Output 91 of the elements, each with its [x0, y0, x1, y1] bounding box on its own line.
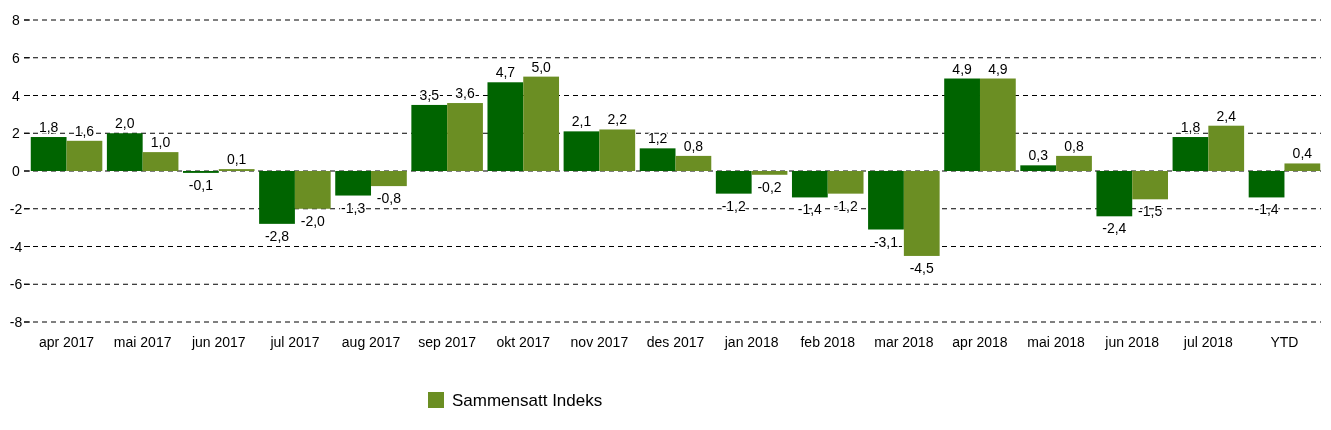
- bar: [751, 171, 788, 175]
- x-tick-label: jul 2018: [1182, 334, 1234, 350]
- x-tick-label: okt 2017: [496, 334, 551, 350]
- y-tick-label: 2: [12, 125, 21, 142]
- data-label: 0,8: [1064, 137, 1084, 154]
- bar: [903, 171, 940, 256]
- data-label: -4,5: [909, 259, 935, 276]
- data-label: 1,6: [74, 122, 95, 139]
- data-label: 1,0: [150, 134, 171, 151]
- x-tick-label: des 2017: [646, 334, 705, 350]
- data-label: 4,9: [988, 60, 1008, 77]
- data-label: 3,6: [455, 85, 475, 102]
- bar: [827, 171, 864, 194]
- data-label: 2,0: [115, 115, 135, 132]
- x-tick-label: aug 2017: [341, 334, 401, 350]
- data-label: 4,7: [495, 64, 516, 81]
- x-tick-label: mai 2017: [113, 334, 172, 350]
- bar: [294, 171, 331, 209]
- data-label: -1,3: [341, 199, 366, 216]
- y-tick-label: 8: [12, 12, 21, 28]
- bar: [411, 104, 448, 171]
- data-label: 0,1: [226, 151, 247, 168]
- y-tick-label: -8: [9, 314, 23, 330]
- bar: [487, 82, 524, 171]
- bar: [1172, 137, 1209, 171]
- bar: [868, 171, 904, 230]
- x-tick-label: feb 2018: [800, 334, 856, 350]
- bar: [335, 171, 372, 196]
- bar: [944, 78, 980, 171]
- bar: [447, 103, 483, 171]
- data-label: -1,2: [721, 197, 747, 214]
- bar: [523, 76, 560, 171]
- data-label: -1,4: [1254, 201, 1279, 218]
- data-label: 1,8: [1180, 119, 1201, 136]
- data-label: 0,3: [1028, 147, 1049, 164]
- bar: [1284, 163, 1321, 171]
- bar: [1248, 171, 1285, 198]
- y-tick-label: 6: [12, 49, 21, 66]
- data-label: -2,0: [300, 212, 326, 229]
- data-label: 2,4: [1216, 107, 1237, 124]
- x-tick-label: mar 2018: [874, 334, 934, 350]
- data-label: -0,8: [376, 190, 402, 207]
- data-label: 2,1: [571, 113, 592, 130]
- bar: [1208, 125, 1245, 171]
- x-tick-label: apr 2017: [38, 334, 95, 350]
- data-label: -3,1: [873, 233, 899, 250]
- data-label: -1,5: [1138, 203, 1163, 220]
- x-tick-label: sep 2017: [418, 334, 477, 350]
- data-label: 5,0: [531, 58, 552, 75]
- data-label: 0,8: [683, 137, 704, 154]
- bar: [715, 171, 752, 194]
- bar: [259, 171, 295, 224]
- y-tick-label: 4: [12, 87, 21, 104]
- data-label: 1,8: [38, 119, 59, 136]
- x-tick-label: YTD: [1270, 334, 1299, 350]
- bar: [675, 155, 712, 171]
- data-label: -0,2: [757, 178, 782, 195]
- y-tick-label: 0: [12, 163, 21, 179]
- data-label: 2,2: [607, 111, 628, 128]
- bar: [979, 78, 1016, 171]
- data-label: 1,2: [647, 130, 668, 147]
- y-tick-label: -2: [9, 200, 23, 217]
- x-tick-label: apr 2018: [952, 334, 1008, 350]
- data-label: 3,5: [419, 86, 440, 103]
- legend-label: Sammensatt Indeks: [452, 391, 603, 410]
- data-label: -0,1: [188, 176, 214, 193]
- bar: [66, 140, 103, 171]
- bar: [142, 152, 179, 171]
- bar: [106, 133, 143, 171]
- x-tick-label: jun 2017: [190, 334, 246, 350]
- x-tick-label: nov 2017: [570, 334, 629, 350]
- x-tick-label: jul 2017: [269, 334, 320, 350]
- bar: [30, 137, 67, 171]
- bar: [639, 148, 676, 171]
- bar: [563, 131, 600, 171]
- data-label: 4,9: [952, 60, 973, 77]
- x-tick-label: jun 2018: [1104, 334, 1160, 350]
- bar: [1056, 155, 1092, 171]
- bar: [1020, 165, 1057, 171]
- x-tick-label: mai 2018: [1027, 334, 1086, 350]
- bar: [599, 129, 636, 171]
- bar: [1132, 171, 1168, 200]
- x-tick-label: jan 2018: [723, 334, 779, 350]
- bar: [1096, 171, 1133, 217]
- y-tick-label: -4: [9, 238, 23, 255]
- data-label: -2,8: [264, 227, 290, 244]
- y-tick-label: -6: [9, 276, 23, 293]
- bar: [371, 171, 407, 187]
- data-label: -2,4: [1102, 220, 1127, 237]
- data-label: 0,4: [1292, 145, 1313, 162]
- bar: [791, 171, 828, 198]
